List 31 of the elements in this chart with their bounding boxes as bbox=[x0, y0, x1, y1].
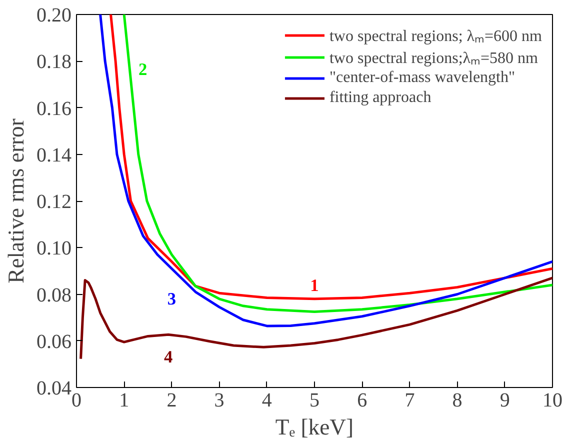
x-tick-label: 9 bbox=[500, 390, 510, 412]
x-tick-label: 2 bbox=[166, 390, 177, 412]
x-tick-label: 10 bbox=[542, 390, 562, 412]
annotation: 2 bbox=[138, 60, 148, 80]
y-tick-label: 0.20 bbox=[36, 4, 72, 26]
y-tick-label: 0.10 bbox=[36, 238, 72, 260]
x-tick-label: 5 bbox=[310, 390, 320, 412]
legend-label: "center-of-mass wavelength" bbox=[329, 69, 516, 87]
y-tick-label: 0.08 bbox=[36, 284, 72, 306]
x-tick-label: 8 bbox=[452, 390, 462, 412]
y-tick-label: 0.18 bbox=[36, 51, 72, 74]
x-tick-label: 1 bbox=[119, 390, 130, 412]
annotation: 3 bbox=[167, 290, 176, 309]
annotation: 4 bbox=[164, 348, 174, 367]
line-series bbox=[80, 276, 552, 360]
annotation: 1 bbox=[310, 276, 319, 295]
x-axis-title: Tₑ [keV] bbox=[275, 414, 354, 440]
y-tick-label: 0.14 bbox=[36, 144, 72, 166]
y-tick-label: 0.16 bbox=[36, 98, 72, 120]
x-tick-label: 4 bbox=[262, 390, 272, 412]
x-tick-label: 0 bbox=[72, 390, 82, 412]
x-tick-label: 7 bbox=[404, 390, 415, 412]
x-tick-label: 6 bbox=[357, 390, 368, 412]
y-tick-label: 0.06 bbox=[36, 330, 72, 353]
legend-label: fitting approach bbox=[329, 89, 432, 107]
x-tick-label: 3 bbox=[214, 390, 224, 412]
legend-label: two spectral regions; λₘ=600 nm bbox=[329, 27, 542, 46]
y-tick-label: 0.04 bbox=[36, 378, 72, 400]
y-axis-title: Relative rms error bbox=[4, 118, 28, 284]
legend-label: two spectral regions;λₘ=580 nm bbox=[329, 49, 538, 68]
y-tick-label: 0.12 bbox=[36, 191, 72, 213]
